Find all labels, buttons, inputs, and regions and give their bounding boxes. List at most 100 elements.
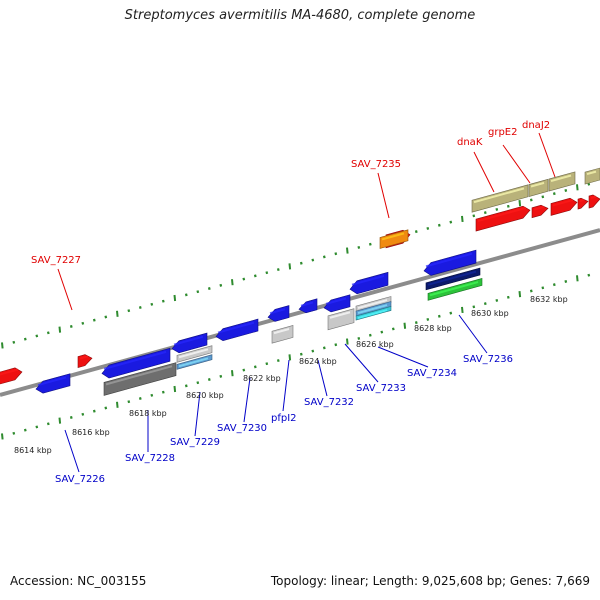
gene-label[interactable]: grpE2 (488, 127, 518, 138)
minor-tick (150, 393, 154, 397)
gene-block[interactable] (427, 278, 483, 301)
minor-tick (161, 299, 165, 303)
gene-highlight (357, 309, 388, 320)
minor-tick (380, 330, 384, 334)
bottom-gene-labels: SAV_7226 SAV_7228 SAV_7229 SAV_7230 pfpI… (55, 354, 513, 485)
gene-label[interactable]: pfpI2 (271, 413, 297, 424)
gene-block[interactable] (267, 305, 290, 322)
minor-tick (472, 305, 476, 309)
major-tick (231, 370, 234, 377)
gene-block[interactable] (215, 318, 259, 341)
minor-tick (529, 198, 533, 202)
genome-backbone (0, 228, 600, 397)
gene-label[interactable]: dnaJ2 (522, 120, 550, 131)
label-leaders (57, 132, 556, 473)
gene-block[interactable] (103, 362, 177, 396)
minor-tick (184, 293, 188, 297)
gene-block[interactable] (35, 373, 71, 394)
gene-label[interactable]: SAV_7227 (31, 255, 81, 266)
gene-highlight (105, 365, 173, 386)
minor-tick (92, 318, 96, 322)
gene-highlight (427, 270, 477, 286)
minor-tick (127, 400, 131, 404)
gene-block[interactable] (584, 167, 600, 185)
major-tick (461, 215, 464, 223)
minor-tick (357, 336, 361, 340)
gene-label[interactable]: SAV_7232 (304, 397, 354, 408)
gene-label[interactable]: SAV_7226 (55, 474, 105, 485)
minor-tick (207, 287, 211, 290)
minor-tick (311, 258, 315, 262)
minor-tick (529, 289, 533, 293)
gene-block[interactable] (577, 197, 589, 210)
gene-label[interactable]: dnaK (457, 137, 483, 148)
gene-block[interactable] (176, 354, 213, 370)
gene-highlight (178, 357, 209, 368)
gene-block[interactable] (176, 345, 213, 363)
label-leader (473, 151, 495, 193)
gene-highlight (533, 205, 545, 211)
gene-label[interactable]: SAV_7236 (463, 354, 513, 365)
minor-tick (322, 346, 326, 350)
gene-block[interactable] (379, 229, 409, 249)
gene-block[interactable] (349, 271, 389, 295)
gene-label[interactable]: SAV_7228 (125, 453, 175, 464)
coordinate-labels: 8614 kbp 8616 kbp 8618 kbp 8620 kbp 8622… (14, 295, 568, 455)
gene-block[interactable] (77, 354, 93, 368)
gene-label[interactable]: SAV_7234 (407, 368, 457, 379)
label-leader (502, 144, 531, 184)
kbp-label: 8632 kbp (530, 295, 568, 304)
top-gene-labels: SAV_7227 SAV_7235 dnaK grpE2 dnaJ2 (31, 120, 550, 266)
gene-highlight (79, 355, 89, 360)
gene-label[interactable]: SAV_7235 (351, 159, 401, 170)
major-tick (576, 184, 579, 191)
gene-highlight (477, 206, 527, 223)
minor-tick (483, 302, 487, 306)
gene-block[interactable] (355, 306, 392, 321)
minor-tick (46, 422, 50, 426)
minor-tick (196, 290, 200, 294)
major-tick (518, 291, 522, 298)
minor-tick (426, 226, 430, 230)
gene-shape (475, 205, 531, 232)
gene-block[interactable] (171, 332, 208, 354)
minor-tick (391, 327, 395, 331)
gene-block[interactable] (425, 267, 481, 291)
gene-label[interactable]: SAV_7233 (356, 383, 406, 394)
gene-block[interactable] (531, 204, 549, 219)
minor-tick (276, 268, 280, 272)
genome-summary: Topology: linear; Length: 9,025,608 bp; … (270, 574, 590, 588)
minor-tick (35, 425, 39, 429)
gene-block[interactable] (588, 194, 600, 209)
gene-highlight (217, 321, 255, 334)
gene-block[interactable] (101, 347, 171, 379)
minor-tick (81, 321, 85, 325)
gene-highlight (429, 281, 479, 297)
gene-highlight (351, 274, 385, 286)
gene-block[interactable] (0, 367, 23, 387)
minor-tick (472, 214, 476, 218)
gene-label[interactable]: SAV_7230 (217, 423, 267, 434)
minor-tick (23, 337, 27, 341)
minor-tick (299, 261, 303, 265)
gene-block[interactable] (323, 294, 351, 313)
minor-tick (357, 245, 361, 249)
gene-block[interactable] (471, 184, 529, 213)
gene-block[interactable] (548, 171, 576, 192)
gene-block[interactable] (298, 298, 318, 314)
gene-block[interactable] (475, 205, 531, 232)
gene-block[interactable] (271, 325, 294, 344)
gene-label[interactable]: SAV_7229 (170, 437, 220, 448)
gene-block[interactable] (327, 308, 355, 331)
minor-tick (150, 302, 154, 306)
minor-tick (69, 416, 73, 419)
gene-block[interactable] (528, 178, 549, 197)
gene-block[interactable] (423, 249, 477, 276)
kbp-label: 8624 kbp (299, 357, 337, 366)
gene-highlight (178, 348, 209, 359)
gene-block[interactable] (550, 197, 578, 216)
minor-tick (23, 428, 27, 432)
minor-tick (104, 315, 108, 319)
gene-highlight (473, 187, 525, 204)
kbp-label: 8618 kbp (129, 409, 167, 418)
